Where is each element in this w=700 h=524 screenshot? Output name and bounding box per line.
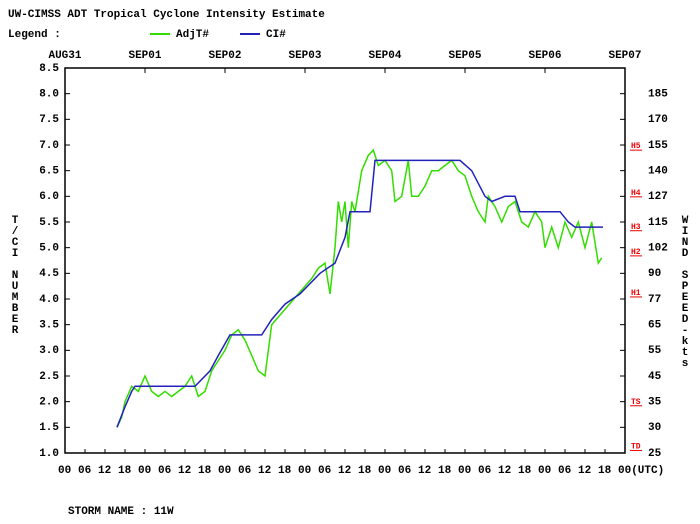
series-line — [116, 148, 603, 428]
x-tick-label: 00 — [298, 465, 311, 477]
y2-tick-label: 115 — [648, 217, 668, 229]
y2-tick-label: 90 — [648, 268, 661, 280]
y-tick-label: 6.5 — [39, 166, 59, 178]
y-tick-label: 6.0 — [39, 191, 59, 203]
y-tick-label: 8.0 — [39, 89, 59, 101]
y2-tick-label: 140 — [648, 166, 668, 178]
day-tick-label: AUG31 — [48, 50, 81, 62]
day-tick-label: SEP07 — [608, 50, 641, 62]
y2-tick-label: 45 — [648, 371, 662, 383]
x-tick-label: 18 — [358, 465, 372, 477]
y-tick-label: 1.0 — [39, 448, 59, 460]
chart-title: UW-CIMSS ADT Tropical Cyclone Intensity … — [8, 9, 325, 21]
x-tick-label: 00 — [538, 465, 551, 477]
x-tick-label: 12 — [258, 465, 271, 477]
x-tick-label: 00 — [58, 465, 71, 477]
x-tick-label: 12 — [578, 465, 591, 477]
intensity-marker-label: H1 — [631, 289, 641, 298]
y-tick-label: 5.5 — [39, 217, 59, 229]
day-tick-label: SEP01 — [128, 50, 161, 62]
x-tick-label: 00 — [378, 465, 391, 477]
intensity-marker-label: TS — [631, 398, 641, 407]
y-tick-label: 2.5 — [39, 371, 59, 383]
x-tick-label: 18 — [518, 465, 532, 477]
day-tick-label: SEP02 — [208, 50, 241, 62]
x-tick-label: 12 — [418, 465, 431, 477]
y2-tick-label: 25 — [648, 448, 662, 460]
x-tick-label: 06 — [238, 465, 251, 477]
x-tick-label: 06 — [318, 465, 331, 477]
x-tick-label: 18 — [598, 465, 612, 477]
x-tick-label: 00 — [218, 465, 231, 477]
x-tick-label: 12 — [178, 465, 191, 477]
intensity-marker-label: TD — [631, 443, 641, 452]
y2-tick-label: 127 — [648, 191, 668, 203]
footer: STORM NAME : 11W — [68, 506, 174, 518]
x-tick-label: 06 — [398, 465, 411, 477]
x-tick-label: 06 — [558, 465, 571, 477]
y-tick-label: 1.5 — [39, 422, 59, 434]
x-tick-label: 06 — [158, 465, 171, 477]
y-tick-label: 4.5 — [39, 268, 59, 280]
legend-label: Legend : — [8, 29, 61, 41]
y-tick-label: 7.0 — [39, 140, 59, 152]
y2-tick-label: 35 — [648, 397, 662, 409]
x-tick-label: 18 — [118, 465, 132, 477]
y2-axis-label: WIND SPEED-kts — [679, 215, 691, 369]
x-tick-label: 00 — [458, 465, 471, 477]
x-tick-label: 06 — [78, 465, 91, 477]
y-tick-label: 5.0 — [39, 243, 59, 255]
day-tick-label: SEP03 — [288, 50, 321, 62]
x-tick-label: 12 — [98, 465, 111, 477]
legend-entry: CI# — [266, 29, 286, 41]
intensity-marker-label: H5 — [631, 142, 641, 151]
intensity-marker-label: H4 — [631, 189, 641, 198]
intensity-marker-label: H3 — [631, 223, 641, 232]
y-tick-label: 2.0 — [39, 397, 59, 409]
day-tick-label: SEP06 — [528, 50, 561, 62]
y-tick-label: 3.0 — [39, 345, 59, 357]
series-line — [116, 159, 603, 428]
y2-tick-label: 102 — [648, 243, 668, 255]
y2-tick-label: 65 — [648, 320, 662, 332]
intensity-marker-label: H2 — [631, 248, 641, 257]
y-tick-label: 3.5 — [39, 320, 59, 332]
x-tick-label: 18 — [278, 465, 292, 477]
y2-tick-label: 155 — [648, 140, 668, 152]
x-tick-label: 00 — [138, 465, 151, 477]
y2-tick-label: 30 — [648, 422, 661, 434]
y-axis-label: T/CI NUMBER — [9, 215, 21, 336]
y-tick-label: 8.5 — [39, 63, 59, 75]
x-tick-label: 00(UTC) — [618, 465, 664, 477]
y2-tick-label: 185 — [648, 89, 668, 101]
x-tick-label: 18 — [198, 465, 212, 477]
x-tick-label: 06 — [478, 465, 491, 477]
day-tick-label: SEP04 — [368, 50, 401, 62]
legend-entry: AdjT# — [176, 29, 209, 41]
x-tick-label: 12 — [338, 465, 351, 477]
x-tick-label: 18 — [438, 465, 452, 477]
y2-tick-label: 55 — [648, 345, 662, 357]
y-tick-label: 7.5 — [39, 114, 59, 126]
y2-tick-label: 77 — [648, 294, 661, 306]
y2-tick-label: 170 — [648, 114, 668, 126]
y-tick-label: 4.0 — [39, 294, 59, 306]
x-tick-label: 12 — [498, 465, 511, 477]
day-tick-label: SEP05 — [448, 50, 481, 62]
